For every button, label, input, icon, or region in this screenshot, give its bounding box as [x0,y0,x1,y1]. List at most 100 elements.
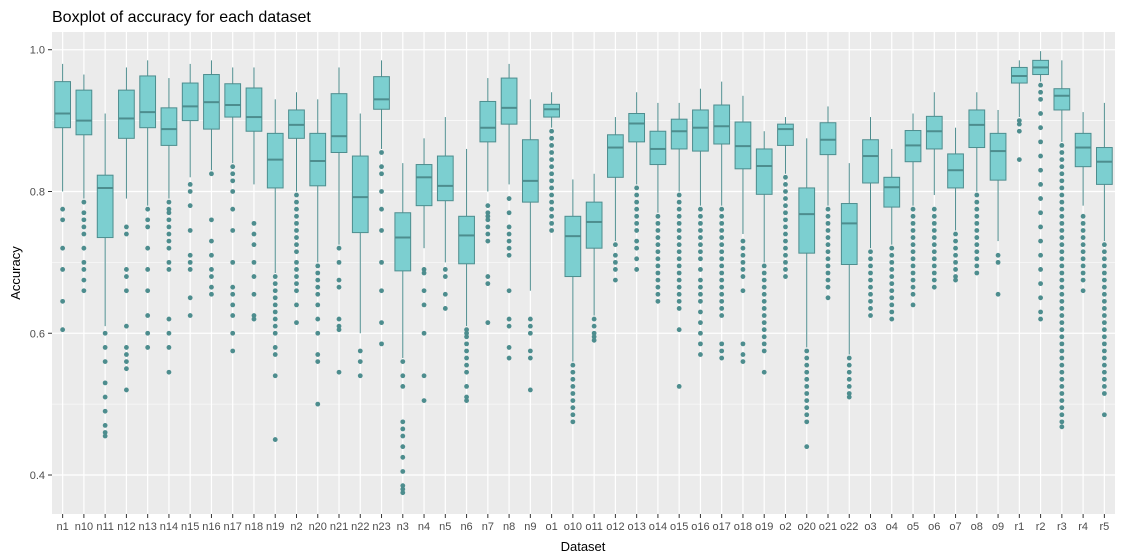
outlier-point [719,206,725,212]
outlier-point [145,206,151,212]
outlier-point [506,345,512,350]
outlier-point [1016,128,1022,134]
outlier-point [315,302,321,308]
outlier-point [549,171,555,177]
outlier-point [953,231,958,237]
outlier-point [761,348,767,354]
outlier-point [1038,309,1043,315]
outlier-point [187,189,193,194]
outlier-point [357,359,363,365]
outlier-point [1101,362,1107,368]
outlier-point [81,210,87,216]
outlier-point [783,252,788,258]
outlier-point [974,213,980,219]
outlier-point [102,394,108,400]
outlier-point [655,249,661,255]
box-o22 [840,163,858,400]
outlier-point [910,220,916,226]
outlier-point [166,206,172,212]
outlier-point [336,369,342,375]
outlier-point [846,376,852,382]
outlier-point [187,267,193,272]
outlier-point [230,189,236,194]
iqr-box [755,148,773,195]
x-tick-label: n13 [138,521,156,533]
outlier-point [166,231,172,237]
outlier-point [655,263,661,269]
outlier-point [485,213,491,219]
outlier-point [400,444,406,450]
outlier-point [209,274,214,279]
x-tick-label: n10 [75,521,93,533]
outlier-point [846,394,852,400]
y-tick-label: 0.4 [30,470,45,482]
outlier-point [1101,327,1107,333]
outlier-point [187,181,193,187]
iqr-box [968,109,986,149]
outlier-point [698,298,703,304]
outlier-point [124,267,129,272]
box-r5 [1096,102,1113,418]
x-tick-label: o13 [627,521,645,533]
outlier-point [400,384,406,389]
outlier-point [315,359,321,365]
outlier-point [719,306,725,311]
iqr-box [925,115,943,150]
outlier-point [272,302,278,308]
outlier-point [102,359,108,365]
outlier-point [1101,334,1107,340]
outlier-point [315,316,321,322]
x-tick-label: r4 [1078,521,1088,533]
outlier-point [230,178,236,184]
outlier-point [1101,306,1107,311]
box-o9 [989,109,1007,297]
outlier-point [102,330,108,336]
outlier-point [166,217,172,223]
outlier-point [549,128,555,134]
outlier-point [421,267,427,272]
outlier-point [634,199,640,205]
outlier-point [634,206,640,212]
outlier-point [1059,362,1065,368]
outlier-point [1038,281,1043,287]
iqr-box [436,155,454,202]
box-o15 [670,102,688,389]
outlier-point [868,270,873,276]
box-r3 [1053,60,1071,430]
outlier-point [868,306,873,311]
iqr-box [309,132,327,187]
outlier-point [1059,327,1065,333]
outlier-point [676,263,682,269]
outlier-point [1059,164,1065,170]
outlier-point [825,220,831,226]
outlier-point [889,281,895,287]
outlier-point [974,263,980,269]
outlier-point [698,228,703,233]
box-n10 [75,74,93,294]
outlier-point [166,238,172,244]
outlier-point [166,210,172,216]
outlier-point [570,419,576,425]
box-n11 [96,113,114,439]
outlier-point [294,259,299,265]
outlier-point [145,330,151,336]
outlier-point [570,391,576,396]
outlier-point [1059,228,1065,233]
box-o7 [947,127,964,283]
iqr-box [649,130,667,166]
outlier-point [868,249,873,255]
outlier-point [931,270,937,276]
outlier-point [783,267,788,272]
outlier-point [1059,220,1065,226]
outlier-point [421,288,427,294]
outlier-point [209,238,214,244]
outlier-point [974,235,980,240]
outlier-point [1059,391,1065,396]
outlier-point [719,263,725,269]
outlier-point [612,267,618,272]
outlier-point [1101,384,1107,389]
outlier-point [251,259,257,265]
box-r1 [1010,60,1028,162]
outlier-point [527,355,533,361]
